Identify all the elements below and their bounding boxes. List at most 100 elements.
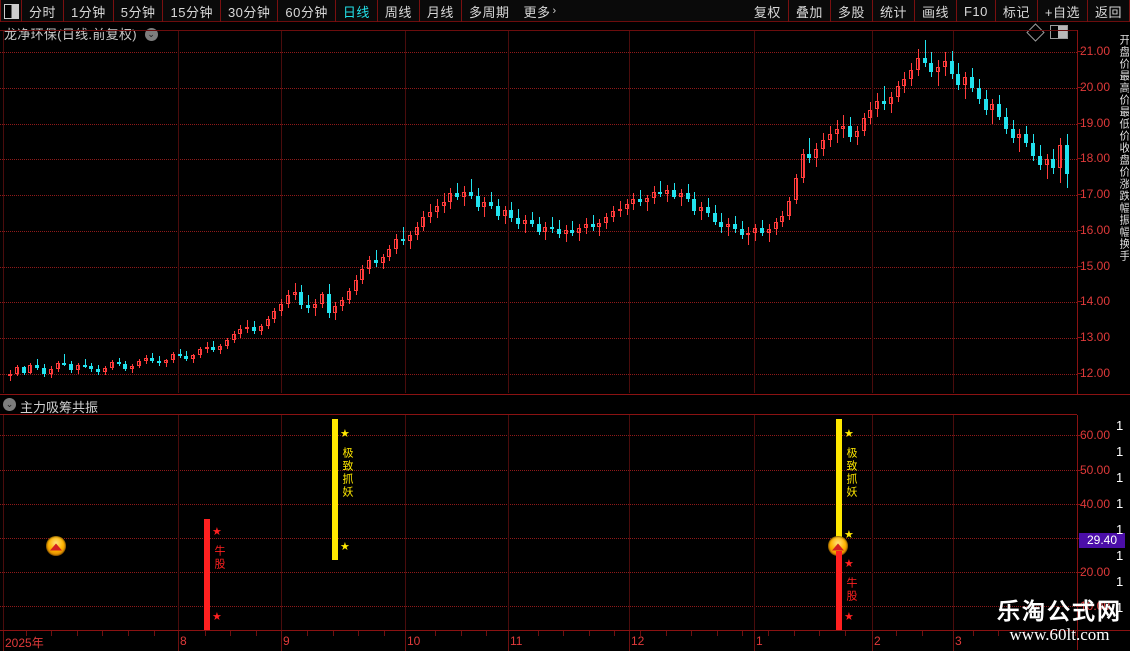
candle-body [1004,116,1008,130]
tab-30min[interactable]: 30分钟 [221,0,279,22]
indicator-axis-label: 20.00 [1079,564,1110,579]
tab-monthly[interactable]: 月线 [420,0,462,22]
candle-wick [112,360,113,370]
candle-wick [213,341,214,353]
tab-60min[interactable]: 60分钟 [278,0,336,22]
axis-tick [1078,571,1082,573]
tab-multiperiod[interactable]: 多周期 [462,0,517,22]
button-f10[interactable]: F10 [957,0,996,22]
gridline [0,159,1077,161]
price-axis-label: 18.00 [1079,151,1110,166]
candle-body [1065,145,1069,174]
candle-wick [904,72,905,94]
button-label: 标记 [1002,4,1030,20]
date-axis-minor-tick [154,631,155,636]
price-chart-panel[interactable] [0,30,1077,393]
button-label: 统计 [879,4,907,20]
candle-body [367,260,371,269]
vertical-gridline [178,415,179,630]
candle-body [584,224,588,228]
candle-wick [471,179,472,199]
candle-wick [627,198,628,215]
candle-body [719,221,723,228]
candle-body [841,125,845,130]
vertical-gridline [754,31,755,393]
candle-body [604,217,608,223]
date-axis: 2025年 8 9 10 11 12 1 2 3 [0,630,1077,651]
tab-daily[interactable]: 日线 [336,0,378,22]
vertical-gridline [3,31,4,393]
candle-wick [965,72,966,99]
chevron-down-icon[interactable]: ⌄ [144,28,158,42]
button-add-watchlist[interactable]: +自选 [1038,0,1088,22]
candle-body [1017,134,1021,139]
candle-wick [450,188,451,210]
button-duogu[interactable]: 多股 [831,0,873,22]
candle-wick [870,102,871,124]
button-huaxian[interactable]: 画线 [915,0,957,22]
date-axis-minor-tick [742,631,743,636]
candle-wick [823,132,824,156]
bull-signal-marker-icon[interactable] [46,536,66,556]
split-panel-icon[interactable] [1050,25,1068,39]
watermark-url: www.60lt.com [1009,625,1110,644]
candle-body [503,210,507,216]
candle-wick [484,196,485,217]
bull-signal-marker-icon[interactable] [828,536,848,556]
tab-weekly[interactable]: 周线 [378,0,420,22]
candle-wick [816,143,817,167]
candle-body [137,361,141,366]
tab-1min[interactable]: 1分钟 [64,0,114,22]
button-fuquan[interactable]: 复权 [747,0,789,22]
button-biaoji[interactable]: 标记 [996,0,1038,22]
candle-body [875,100,879,110]
candle-body [916,57,920,71]
gridline [0,337,1077,339]
candle-wick [992,98,993,124]
tab-5min[interactable]: 5分钟 [114,0,164,22]
tab-fenshi[interactable]: 分时 [22,0,65,22]
vertical-gridline [508,31,509,393]
date-axis-tick [754,631,755,651]
candle-wick [809,138,810,164]
button-tongji[interactable]: 统计 [873,0,915,22]
candle-body [760,227,764,233]
tab-15min[interactable]: 15分钟 [163,0,221,22]
panel-separator [0,394,1130,395]
date-axis-minor-tick [666,631,667,636]
candle-body [496,205,500,216]
candle-wick [85,358,86,369]
candle-body [56,362,60,370]
candle-wick [647,195,648,212]
candle-wick [945,52,946,76]
candle-body [984,98,988,110]
tab-more[interactable]: 更多 › [516,0,563,22]
vertical-gridline [3,415,4,630]
candle-body [882,100,886,105]
chevron-down-icon[interactable]: ⌄ [3,398,16,411]
button-back[interactable]: 返回 [1088,0,1130,22]
candle-wick [274,307,275,323]
candle-wick [559,220,560,238]
indicator-value-badge: 29.40 [1079,532,1125,548]
vertical-gridline [178,31,179,393]
candle-wick [572,220,573,237]
gridline [0,606,1077,608]
axis-tick [1078,372,1082,374]
date-axis-minor-tick [614,631,615,636]
candle-body [306,305,310,308]
date-axis-minor-tick [384,631,385,636]
candle-body [740,229,744,236]
candle-body [1031,143,1035,156]
axis-tick [1078,194,1082,196]
gridline [0,123,1077,125]
panel-toggle-icon[interactable] [0,0,22,22]
indicator-chart-panel[interactable]: 牛股 ★ ★ 极致抓妖 ★ ★ 极致抓妖 ★ ★ 牛股 ★ ★ [0,415,1077,630]
button-diejia[interactable]: 叠加 [789,0,831,22]
button-label: 多股 [837,4,865,20]
tab-label: 日线 [342,4,370,20]
candle-body [279,303,283,312]
button-label: 返回 [1094,4,1122,20]
candle-body [198,349,202,356]
candle-body [435,205,439,213]
